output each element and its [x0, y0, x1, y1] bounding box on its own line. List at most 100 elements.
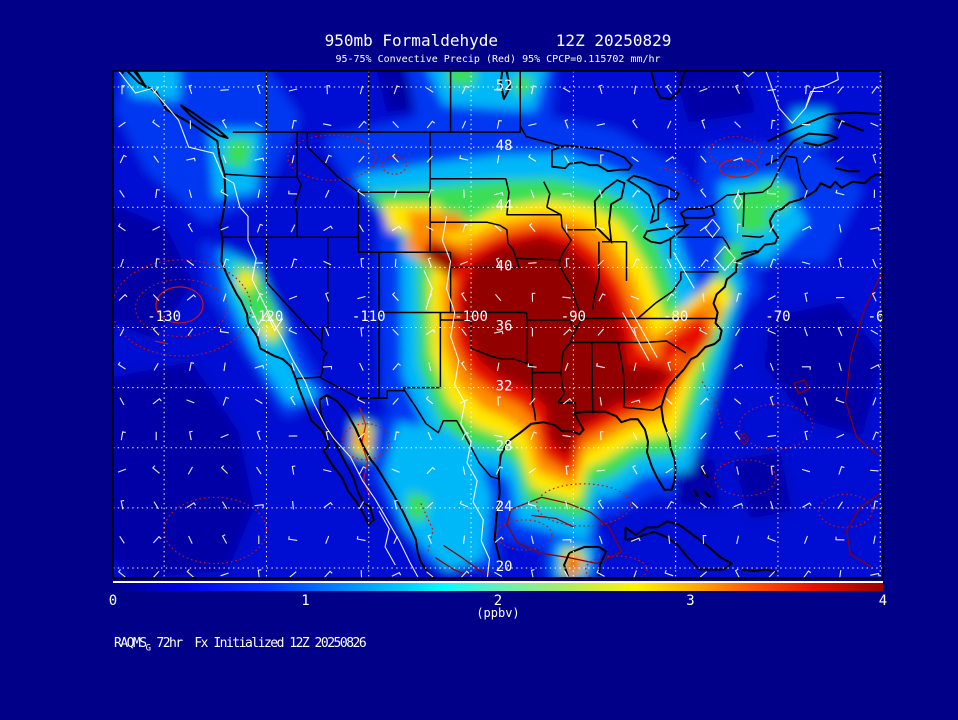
wind-barb [700, 258, 709, 267]
wind-barb [186, 569, 194, 578]
state-border [505, 178, 562, 216]
state-border [558, 401, 577, 415]
wind-barb [322, 365, 333, 370]
wind-barb [325, 328, 330, 337]
wind-barb [186, 157, 196, 162]
wind-barb [805, 85, 810, 95]
wind-barb [119, 397, 125, 406]
wind-barb [562, 398, 573, 405]
wind-barb [668, 535, 671, 545]
wind-barb [528, 222, 536, 232]
colorbar-units-label: (ppbv) [476, 606, 520, 620]
wind-barb [599, 189, 603, 198]
wind-barb [801, 366, 811, 370]
wind-barb [564, 362, 569, 371]
wind-barb [392, 121, 399, 129]
wind-barb [325, 535, 330, 544]
wind-barb [222, 293, 227, 302]
wind-barb [220, 433, 229, 439]
wind-barb [733, 261, 742, 265]
wind-barb [358, 466, 367, 475]
wind-barb [119, 154, 127, 164]
wind-barb [735, 328, 741, 337]
precip-contour [739, 432, 750, 446]
plot-title: 950mb Formaldehyde 12Z 20250829 [324, 31, 672, 50]
wind-barb [322, 123, 332, 126]
wind-barb [220, 465, 228, 474]
wind-barb [600, 431, 604, 441]
wind-barb [493, 192, 504, 196]
wind-barb [427, 293, 433, 302]
wind-barb [803, 535, 809, 544]
state-border [617, 342, 662, 411]
wind-barb [291, 119, 297, 129]
wind-barb [565, 500, 569, 510]
precip-contour [713, 459, 777, 497]
wind-barb [836, 156, 844, 163]
coastline [833, 117, 864, 132]
wind-barb [152, 226, 161, 231]
wind-barb [495, 257, 501, 268]
wind-barb [425, 225, 434, 231]
wind-barb [427, 534, 432, 544]
wind-barb [872, 153, 877, 164]
wind-barb [358, 155, 365, 163]
wind-barb [666, 500, 675, 510]
wind-barb [222, 155, 227, 164]
precip-contour [341, 423, 390, 461]
wind-barb [254, 122, 263, 128]
wind-barb [767, 295, 776, 301]
wind-barb [700, 155, 707, 163]
wind-barb [359, 362, 364, 371]
footer-annotation: RAQMSG 72hr Fx Initialized 12Z 20250826 [114, 636, 367, 654]
wind-barb [326, 85, 331, 95]
wind-barb [118, 293, 128, 301]
state-border [543, 181, 562, 216]
wind-barb [356, 535, 366, 542]
wind-barb [769, 395, 774, 406]
wind-barb [152, 326, 160, 336]
wind-barb [257, 569, 262, 578]
wind-barb [153, 86, 160, 94]
wind-barb [323, 501, 333, 509]
wind-barb [461, 431, 469, 441]
wind-barb [631, 224, 639, 233]
model-name: RAQMS [114, 636, 147, 651]
wind-barb [256, 430, 261, 441]
white-contour [673, 252, 695, 289]
lon-label: -130 [147, 309, 181, 325]
wind-barb [186, 399, 195, 404]
wind-barb [633, 85, 637, 95]
plot-subtitle: 95-75% Convective Precip (Red) 95% CPCP=… [335, 54, 661, 65]
field-level-low-dark [113, 204, 193, 338]
wind-barb [528, 123, 537, 127]
precip-contour [155, 286, 204, 324]
wind-barb [733, 157, 744, 162]
precip-contour [818, 493, 873, 529]
wind-barb [288, 190, 298, 195]
wind-barb [597, 259, 605, 267]
wind-barb [290, 395, 296, 406]
wind-barb [392, 328, 399, 336]
wind-barb [425, 87, 434, 93]
wind-barb [495, 466, 503, 475]
wind-barb [323, 570, 333, 578]
wind-barb [632, 432, 638, 440]
wind-barb [736, 292, 742, 302]
wind-barb [152, 119, 160, 128]
wind-barb [837, 120, 845, 129]
wind-barb [324, 189, 330, 198]
wind-barb [836, 433, 845, 439]
wind-barb [186, 294, 197, 301]
state-border [592, 241, 600, 310]
wind-barb [700, 397, 709, 405]
wind-barb [528, 154, 537, 162]
wind-barb [596, 362, 606, 369]
wind-barb [357, 432, 365, 440]
wind-barb [393, 535, 398, 544]
lake-outline [593, 179, 626, 245]
wind-barb [596, 123, 606, 127]
wind-barb [118, 121, 126, 128]
wind-barb [666, 258, 672, 268]
colorbar-tick: 0 [108, 593, 118, 609]
